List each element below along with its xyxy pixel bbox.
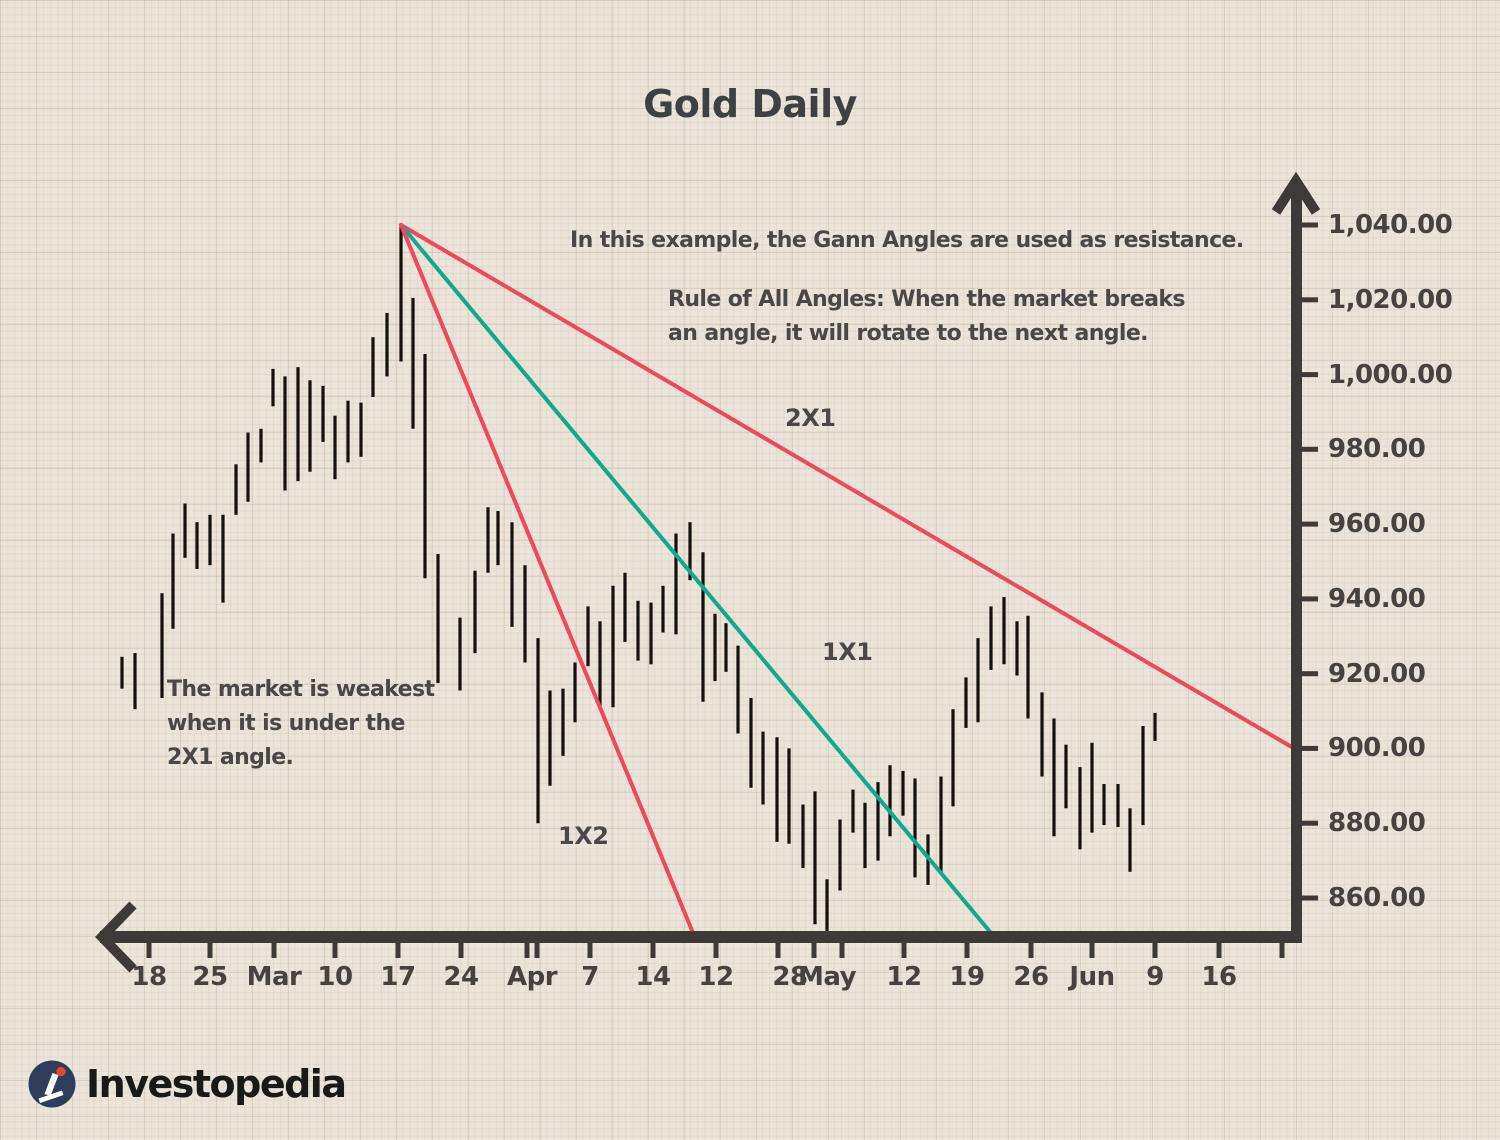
y-axis-label: 860.00 [1328, 883, 1426, 913]
x-axis-label: 26 [1013, 962, 1049, 992]
investopedia-logo-text: Investopedia [86, 1062, 347, 1106]
y-axis-arrow-icon [1271, 171, 1321, 215]
y-axis-tick [1302, 596, 1318, 602]
x-axis-tick [1279, 943, 1285, 958]
investopedia-logo: Investopedia [28, 1060, 347, 1108]
annotation-weakest-line1: The market is weakest [167, 677, 435, 702]
gann-label-2x1: 2X1 [785, 404, 836, 432]
x-axis-label: May [797, 962, 857, 992]
logo-dot [56, 1066, 66, 1077]
x-axis-label: 12 [698, 962, 734, 992]
x-axis-label: Mar [246, 962, 302, 992]
y-axis-label: 960.00 [1328, 509, 1426, 540]
x-axis-label: 17 [380, 962, 416, 992]
y-axis-tick [1302, 297, 1318, 303]
annotation-weakest-line3: 2X1 angle. [167, 745, 294, 770]
x-axis-label: 28 [772, 962, 808, 992]
x-axis-line [100, 931, 1302, 943]
y-axis-label: 1,020.00 [1328, 284, 1453, 315]
x-axis-label: 18 [131, 962, 167, 992]
x-axis-label: 7 [581, 962, 599, 992]
y-axis-tick [1302, 521, 1318, 527]
x-axis-tick [839, 943, 845, 958]
x-axis-label: 10 [317, 962, 353, 992]
x-axis-arrow-icon [95, 901, 137, 973]
x-axis-tick [524, 943, 530, 958]
y-axis-label: 920.00 [1328, 658, 1426, 689]
gann-line-1x1 [399, 223, 995, 938]
x-axis-tick [1028, 943, 1034, 958]
x-axis-tick [271, 943, 277, 958]
investopedia-logo-icon [28, 1060, 76, 1108]
y-axis-line [1291, 186, 1302, 943]
y-axis-label: 1,000.00 [1328, 359, 1453, 390]
gann-label-1x1: 1X1 [822, 638, 873, 666]
y-axis-label: 880.00 [1328, 808, 1426, 839]
y-axis-tick [1302, 372, 1318, 378]
x-axis-label: 19 [949, 962, 985, 992]
x-axis-tick [332, 943, 338, 958]
x-axis-tick [587, 943, 593, 958]
x-axis-tick [1152, 943, 1158, 958]
x-axis-tick [775, 943, 781, 958]
x-axis-label: 24 [443, 962, 479, 992]
annotation-weakest: The market is weakest when it is under t… [167, 673, 435, 775]
annotation-rule-line1: Rule of All Angles: When the market brea… [668, 287, 1185, 312]
x-axis-label: 14 [635, 962, 671, 992]
x-axis-label: 9 [1146, 962, 1164, 992]
y-axis-tick [1302, 222, 1318, 228]
x-axis-tick [1216, 943, 1222, 958]
chart-title: Gold Daily [643, 82, 857, 126]
y-axis-label: 980.00 [1328, 434, 1426, 465]
y-axis-tick [1302, 446, 1318, 452]
x-axis-tick [811, 943, 817, 958]
y-axis-tick [1302, 895, 1318, 901]
x-axis-label: 12 [886, 962, 922, 992]
y-axis-label: 900.00 [1328, 733, 1426, 764]
y-axis-tick [1302, 671, 1318, 677]
x-axis-tick [458, 943, 464, 958]
x-axis-tick [207, 943, 213, 958]
gann-label-1x2: 1X2 [558, 822, 609, 850]
y-axis-label: 1,040.00 [1328, 210, 1453, 240]
x-axis-label: Apr [506, 962, 558, 992]
y-axis-label: 940.00 [1328, 583, 1426, 614]
annotation-resistance: In this example, the Gann Angles are use… [570, 228, 1244, 253]
y-axis-tick [1302, 820, 1318, 826]
gann-line-1x2 [399, 223, 696, 938]
x-axis-label: 16 [1201, 962, 1237, 992]
annotation-rule-line2: an angle, it will rotate to the next ang… [668, 321, 1149, 346]
x-axis-tick [395, 943, 401, 958]
x-axis-tick [650, 943, 656, 958]
x-axis-tick [146, 943, 152, 958]
x-axis-tick [1089, 943, 1095, 958]
gann-line-2x1 [399, 223, 1296, 751]
x-axis-tick [964, 943, 970, 958]
x-axis-tick [534, 943, 540, 958]
x-axis-label: 25 [192, 962, 228, 992]
x-axis-label: Jun [1069, 962, 1115, 992]
y-axis-tick [1302, 745, 1318, 751]
annotation-weakest-line2: when it is under the [167, 711, 405, 736]
x-axis-tick [901, 943, 907, 958]
x-axis-tick [713, 943, 719, 958]
